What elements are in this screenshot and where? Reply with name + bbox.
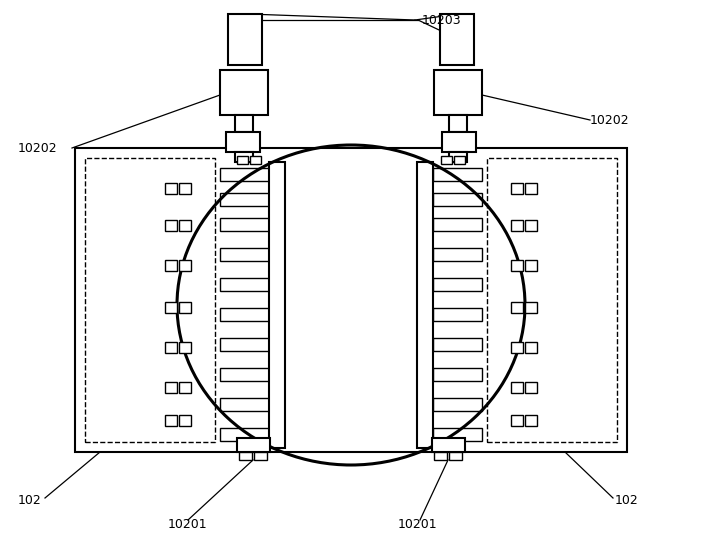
Bar [179, 260, 191, 271]
Bar [433, 218, 482, 231]
Bar [511, 382, 523, 393]
Bar [226, 132, 260, 152]
Bar [434, 70, 482, 115]
Bar [449, 152, 467, 162]
Text: 10201: 10201 [168, 519, 208, 531]
Bar [165, 302, 177, 313]
Bar [239, 452, 252, 460]
Bar [220, 248, 269, 261]
Bar [220, 428, 269, 441]
Bar [220, 278, 269, 291]
Bar [525, 342, 537, 353]
Bar [235, 115, 253, 132]
Bar [85, 158, 215, 442]
Bar [511, 342, 523, 353]
Bar [441, 156, 452, 164]
Bar [250, 156, 261, 164]
Bar [432, 438, 465, 452]
Bar [269, 162, 285, 448]
Bar [434, 452, 447, 460]
Bar [228, 14, 262, 65]
Bar [433, 248, 482, 261]
Bar [525, 415, 537, 426]
Bar [433, 193, 482, 206]
Bar [165, 220, 177, 231]
Bar [433, 308, 482, 321]
Bar [433, 368, 482, 381]
Bar [254, 452, 267, 460]
Bar [433, 338, 482, 351]
Bar [75, 148, 627, 452]
Bar [440, 14, 474, 65]
Text: 102: 102 [615, 493, 639, 507]
Bar [433, 168, 482, 181]
Bar [525, 183, 537, 194]
Bar [220, 398, 269, 411]
Bar [525, 220, 537, 231]
Bar [433, 428, 482, 441]
Bar [165, 260, 177, 271]
Bar [220, 168, 269, 181]
Bar [511, 183, 523, 194]
Bar [442, 132, 476, 152]
Bar [179, 302, 191, 313]
Bar [220, 218, 269, 231]
Text: 10202: 10202 [18, 141, 58, 155]
Bar [179, 183, 191, 194]
Bar [525, 382, 537, 393]
Bar [179, 220, 191, 231]
Bar [417, 162, 433, 448]
Bar [433, 398, 482, 411]
Bar [449, 115, 467, 132]
Bar [433, 278, 482, 291]
Bar [165, 183, 177, 194]
Bar [165, 382, 177, 393]
Bar [511, 220, 523, 231]
Text: 10203: 10203 [422, 14, 462, 26]
Text: 10202: 10202 [590, 113, 630, 127]
Bar [449, 452, 462, 460]
Bar [525, 302, 537, 313]
Bar [220, 338, 269, 351]
Text: 10201: 10201 [398, 519, 437, 531]
Text: 102: 102 [18, 493, 41, 507]
Bar [511, 415, 523, 426]
Bar [235, 152, 253, 162]
Bar [179, 382, 191, 393]
Bar [179, 342, 191, 353]
Bar [525, 260, 537, 271]
Bar [220, 368, 269, 381]
Bar [165, 415, 177, 426]
Bar [220, 70, 268, 115]
Bar [237, 156, 248, 164]
Bar [165, 342, 177, 353]
Bar [511, 260, 523, 271]
Bar [487, 158, 617, 442]
Bar [511, 302, 523, 313]
Bar [220, 193, 269, 206]
Bar [454, 156, 465, 164]
Bar [220, 308, 269, 321]
Bar [237, 438, 270, 452]
Bar [179, 415, 191, 426]
